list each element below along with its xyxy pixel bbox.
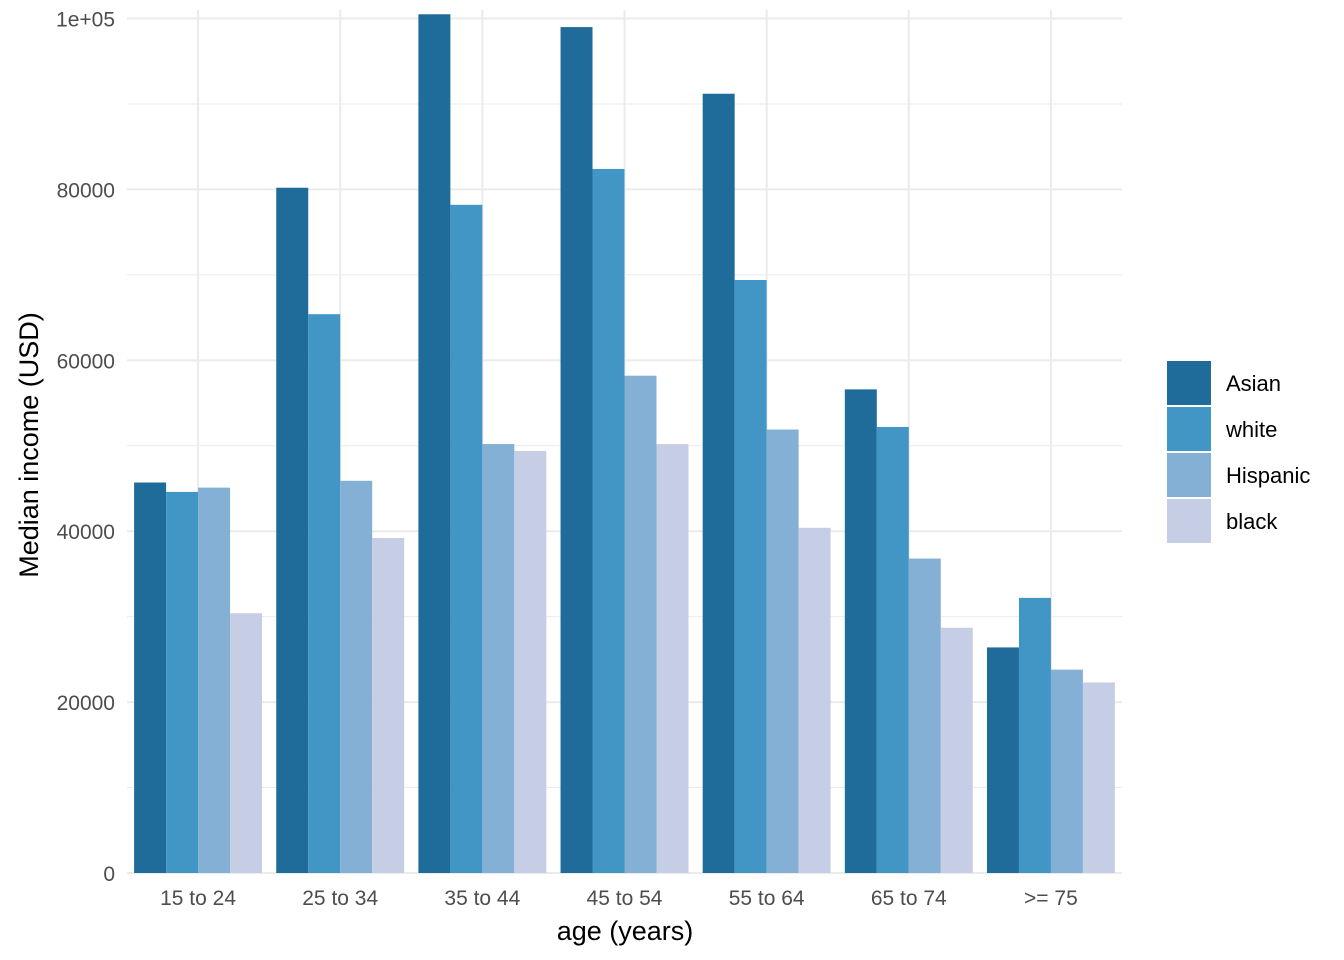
legend-key-hispanic: [1167, 453, 1211, 497]
x-tick-label: 65 to 74: [871, 887, 947, 910]
legend-label-hispanic: Hispanic: [1226, 463, 1310, 488]
x-axis-title: age (years): [557, 916, 694, 946]
bar-white-1: [166, 491, 199, 873]
y-tick-label: 1e+05: [56, 9, 115, 32]
bar-white-3: [450, 204, 483, 873]
x-axis-tick-labels: 15 to 24 25 to 34 35 to 44 45 to 54 55 to 64…: [160, 887, 1078, 910]
x-tick-label: 35 to 44: [444, 887, 520, 910]
bar-black-3: [514, 450, 547, 873]
bar-white-6: [876, 426, 909, 873]
bar-white-2: [308, 314, 341, 873]
bar-asian-5: [702, 93, 735, 873]
bar-hispanic-2: [340, 480, 373, 873]
x-tick-label: 45 to 54: [587, 887, 663, 910]
bar-hispanic-7: [1050, 669, 1083, 873]
x-tick-label: >= 75: [1024, 887, 1078, 910]
bar-black-5: [798, 527, 831, 873]
legend-key-white: [1167, 407, 1211, 451]
bar-white-4: [592, 168, 625, 873]
bar-hispanic-6: [908, 558, 941, 873]
bar-black-4: [656, 444, 689, 873]
bar-asian-4: [560, 27, 593, 873]
y-tick-label: 20000: [57, 692, 115, 715]
y-tick-label: 60000: [57, 350, 115, 373]
bar-asian-6: [844, 389, 877, 873]
legend-key-black: [1167, 499, 1211, 543]
y-tick-label: 80000: [57, 179, 115, 202]
bar-hispanic-3: [482, 444, 515, 873]
bar-asian-7: [986, 647, 1019, 873]
bar-white-7: [1018, 597, 1051, 873]
x-tick-label: 15 to 24: [160, 887, 236, 910]
y-axis-tick-labels: 0 20000 40000 60000 80000 1e+05: [56, 9, 115, 886]
bar-white-5: [734, 280, 767, 873]
bar-asian-1: [134, 482, 167, 873]
y-axis-title: Median income (USD): [14, 312, 44, 578]
legend-key-asian: [1167, 361, 1211, 405]
y-tick-label: 0: [103, 863, 115, 886]
y-tick-label: 40000: [57, 521, 115, 544]
bar-asian-2: [276, 187, 309, 873]
bar-asian-3: [418, 14, 451, 873]
bar-hispanic-5: [766, 429, 799, 873]
bar-hispanic-4: [624, 375, 657, 873]
bar-black-7: [1082, 682, 1115, 873]
x-tick-label: 25 to 34: [302, 887, 378, 910]
legend: Asian white Hispanic black: [1167, 361, 1310, 543]
bar-black-2: [372, 538, 405, 873]
bar-black-1: [230, 613, 263, 873]
bar-black-6: [940, 627, 973, 873]
legend-label-asian: Asian: [1226, 371, 1281, 396]
x-tick-label: 55 to 64: [729, 887, 805, 910]
legend-label-black: black: [1226, 509, 1278, 534]
bars: [134, 14, 1115, 873]
legend-label-white: white: [1225, 417, 1277, 442]
bar-hispanic-1: [198, 487, 231, 873]
